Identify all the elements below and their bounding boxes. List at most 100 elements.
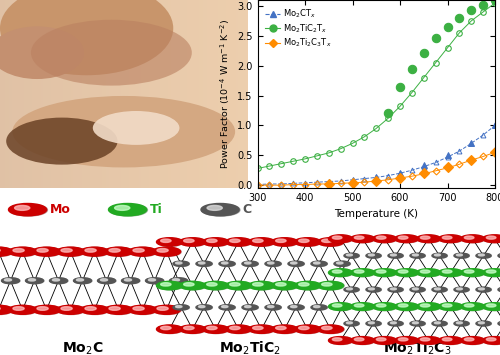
Circle shape <box>366 287 381 292</box>
Circle shape <box>202 204 240 216</box>
Circle shape <box>81 247 109 256</box>
Circle shape <box>366 321 382 326</box>
Circle shape <box>0 247 12 256</box>
Circle shape <box>202 325 228 333</box>
Circle shape <box>478 288 484 290</box>
Circle shape <box>398 338 408 341</box>
Circle shape <box>109 248 120 252</box>
Circle shape <box>294 325 320 333</box>
Ellipse shape <box>12 96 235 168</box>
Circle shape <box>483 235 500 243</box>
Circle shape <box>13 248 24 252</box>
Circle shape <box>351 303 375 311</box>
Circle shape <box>438 303 462 310</box>
Circle shape <box>272 325 297 333</box>
Circle shape <box>417 303 441 311</box>
Circle shape <box>346 322 352 324</box>
Circle shape <box>439 303 463 311</box>
Circle shape <box>438 269 462 277</box>
Circle shape <box>329 337 353 345</box>
Circle shape <box>454 321 469 326</box>
Circle shape <box>180 325 206 333</box>
Circle shape <box>129 247 157 256</box>
Circle shape <box>219 305 235 310</box>
Circle shape <box>56 305 84 314</box>
Circle shape <box>298 283 309 286</box>
Circle shape <box>268 262 274 264</box>
Circle shape <box>388 287 403 292</box>
Circle shape <box>242 305 258 310</box>
Circle shape <box>461 337 485 345</box>
Circle shape <box>265 305 281 310</box>
Circle shape <box>104 247 132 256</box>
Circle shape <box>432 253 447 258</box>
Circle shape <box>417 269 441 277</box>
Circle shape <box>222 306 228 308</box>
Circle shape <box>344 287 360 292</box>
Circle shape <box>276 326 286 330</box>
Circle shape <box>410 253 425 258</box>
Circle shape <box>248 238 274 246</box>
Circle shape <box>202 282 228 290</box>
Circle shape <box>395 235 419 243</box>
Circle shape <box>249 282 275 290</box>
Circle shape <box>312 261 328 267</box>
Circle shape <box>266 261 281 267</box>
Circle shape <box>334 305 350 310</box>
Circle shape <box>276 283 286 286</box>
Circle shape <box>8 247 36 256</box>
Circle shape <box>390 254 396 256</box>
Circle shape <box>486 304 496 307</box>
Circle shape <box>442 236 452 239</box>
Circle shape <box>226 282 252 290</box>
Circle shape <box>498 287 500 292</box>
Circle shape <box>105 305 133 315</box>
Circle shape <box>160 239 171 242</box>
Circle shape <box>312 305 328 310</box>
Circle shape <box>32 247 60 256</box>
Circle shape <box>334 261 350 266</box>
Circle shape <box>180 238 206 246</box>
Circle shape <box>206 283 217 286</box>
Circle shape <box>460 303 484 310</box>
Circle shape <box>272 238 298 246</box>
Text: Mo$_2$TiC$_2$: Mo$_2$TiC$_2$ <box>219 340 281 355</box>
Circle shape <box>398 270 408 273</box>
Circle shape <box>410 253 426 258</box>
Circle shape <box>461 235 485 243</box>
Circle shape <box>57 247 85 256</box>
Circle shape <box>252 326 263 330</box>
Circle shape <box>368 254 374 256</box>
Circle shape <box>157 325 183 334</box>
Circle shape <box>483 269 500 277</box>
Circle shape <box>152 305 180 314</box>
Text: Mo$_2$C: Mo$_2$C <box>62 340 103 355</box>
Circle shape <box>220 305 236 310</box>
Circle shape <box>81 305 109 315</box>
Circle shape <box>98 278 116 284</box>
Circle shape <box>157 238 183 246</box>
Circle shape <box>0 305 12 314</box>
Circle shape <box>412 288 418 290</box>
Circle shape <box>420 304 430 307</box>
Circle shape <box>417 337 441 345</box>
Circle shape <box>294 238 320 246</box>
Circle shape <box>203 282 229 290</box>
Circle shape <box>454 253 469 258</box>
Circle shape <box>354 304 364 307</box>
Circle shape <box>438 337 462 344</box>
Circle shape <box>398 304 408 307</box>
Circle shape <box>464 270 474 273</box>
Circle shape <box>311 305 327 310</box>
Circle shape <box>226 325 252 333</box>
Circle shape <box>311 261 327 266</box>
Circle shape <box>482 303 500 310</box>
Circle shape <box>412 322 418 324</box>
Circle shape <box>483 303 500 311</box>
Circle shape <box>346 254 352 256</box>
Circle shape <box>290 306 297 308</box>
Circle shape <box>290 262 297 264</box>
Circle shape <box>432 287 447 292</box>
Circle shape <box>272 282 297 290</box>
Y-axis label: Power Factor (10$^{-4}$ W m$^{-1}$ K$^{-2}$): Power Factor (10$^{-4}$ W m$^{-1}$ K$^{-… <box>218 19 232 169</box>
